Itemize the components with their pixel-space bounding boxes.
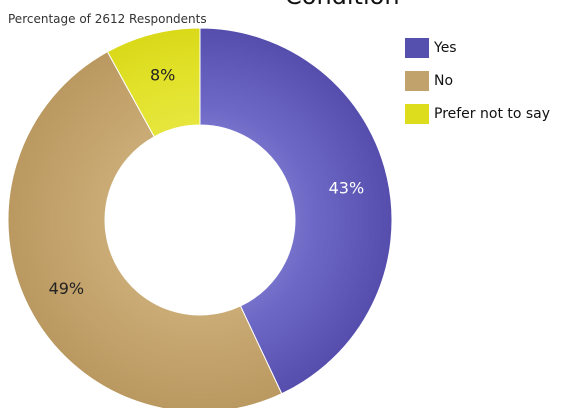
slice-label-prefer-not-to-say: 8%	[150, 66, 175, 85]
donut-slices	[7, 27, 393, 408]
donut-slice-prefer-not-to-say	[106, 27, 201, 138]
legend-swatch-no	[405, 71, 429, 91]
legend-swatch-yes	[405, 38, 429, 58]
chart-title: Condition	[285, 0, 400, 10]
legend-label-yes: Yes	[434, 40, 457, 56]
chart-title-clipped: Condition	[0, 0, 576, 10]
legend: Yes No Prefer not to say	[405, 38, 573, 137]
legend-item-yes: Yes	[405, 38, 573, 58]
slice-label-yes: 43%	[329, 178, 365, 197]
donut-slice-no	[7, 51, 283, 408]
slice-label-no: 49%	[49, 279, 85, 298]
donut-slice-yes	[199, 27, 393, 395]
legend-item-no: No	[405, 71, 573, 91]
donut-slice-labels: 43% 49% 8%	[49, 66, 365, 298]
legend-label-prefer-not-to-say: Prefer not to say	[434, 106, 551, 122]
legend-label-no: No	[434, 73, 454, 89]
legend-swatch-prefer-not-to-say	[405, 104, 429, 124]
chart-subtitle: Percentage of 2612 Respondents	[8, 12, 207, 26]
legend-item-prefer-not-to-say: Prefer not to say	[405, 104, 573, 124]
